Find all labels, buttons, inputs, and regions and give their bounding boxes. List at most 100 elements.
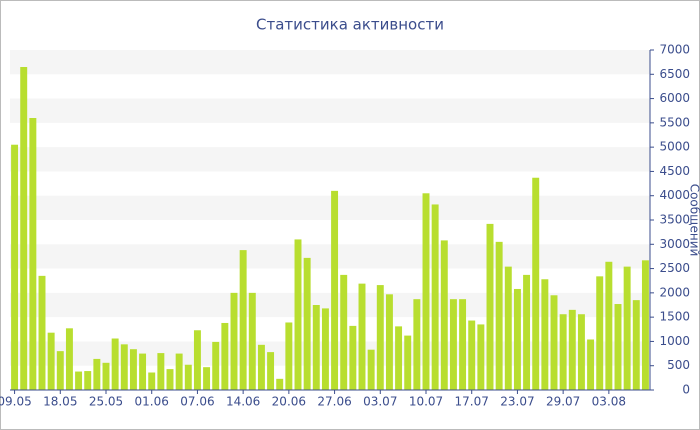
bar	[29, 118, 37, 390]
x-tick-label: 27.06	[317, 395, 351, 409]
bar	[367, 349, 375, 390]
bar	[422, 193, 430, 390]
bar	[148, 372, 156, 390]
y-tick-label: 6000	[659, 91, 690, 105]
bar	[11, 144, 19, 390]
x-tick-label: 03.07	[363, 395, 397, 409]
x-tick-label: 20.06	[272, 395, 306, 409]
bar	[230, 292, 238, 390]
bar	[212, 341, 220, 390]
bar	[321, 308, 329, 390]
y-tick-label: 5500	[659, 115, 690, 129]
x-tick-label: 18.05	[43, 395, 77, 409]
bar	[395, 326, 403, 390]
y-tick-label: 4500	[659, 164, 690, 178]
bar	[641, 260, 649, 390]
y-tick-label: 1500	[659, 310, 690, 324]
bar	[587, 339, 595, 390]
bar	[93, 358, 101, 390]
grid-band	[10, 147, 650, 172]
bar	[449, 299, 457, 390]
bar	[577, 314, 585, 390]
y-axis-label: Сообщений	[688, 184, 700, 257]
y-tick-label: 3500	[659, 213, 690, 227]
x-tick-label: 03.08	[592, 395, 626, 409]
grid-band	[10, 244, 650, 269]
bar	[166, 369, 174, 390]
bar	[495, 241, 503, 390]
x-tick-label: 25.05	[89, 395, 123, 409]
y-tick-label: 1000	[659, 334, 690, 348]
grid-band	[10, 195, 650, 220]
x-tick-label: 23.07	[500, 395, 534, 409]
bar	[504, 266, 512, 390]
bar	[248, 292, 256, 390]
y-tick-label: 3000	[659, 237, 690, 251]
bar	[623, 266, 631, 390]
bar	[550, 295, 558, 390]
bar	[84, 371, 92, 390]
bar	[20, 67, 28, 390]
y-tick-label: 4000	[659, 188, 690, 202]
bar	[157, 353, 165, 390]
bar	[75, 371, 83, 390]
y-tick-label: 2000	[659, 285, 690, 299]
bar	[358, 283, 366, 390]
bar	[459, 299, 467, 390]
bar	[312, 305, 320, 390]
bar	[632, 300, 640, 390]
bar	[303, 257, 311, 390]
bar	[349, 325, 357, 390]
grid-band	[10, 98, 650, 123]
bar	[468, 320, 476, 390]
chart-title: Статистика активности	[256, 16, 444, 34]
y-tick-label: 2500	[659, 261, 690, 275]
bar	[38, 275, 46, 390]
x-tick-label: 07.06	[180, 395, 214, 409]
x-tick-label: 29.07	[546, 395, 580, 409]
bar	[532, 177, 540, 390]
x-tick-label: 17.07	[455, 395, 489, 409]
bar	[184, 364, 192, 390]
bar	[404, 335, 412, 390]
bar	[239, 250, 247, 390]
bar	[477, 324, 485, 390]
bar	[193, 330, 201, 390]
bar	[440, 240, 448, 390]
bar	[257, 344, 265, 390]
bar	[276, 378, 284, 390]
bar	[523, 274, 531, 390]
bar	[120, 344, 128, 390]
bar	[221, 322, 229, 390]
bar	[605, 261, 613, 390]
bar	[56, 351, 64, 390]
bar	[596, 276, 604, 390]
bar	[559, 314, 567, 390]
bar	[175, 353, 183, 390]
bar	[541, 279, 549, 390]
x-tick-label: 10.07	[409, 395, 443, 409]
bar	[102, 362, 110, 390]
bar	[614, 304, 622, 390]
bar	[65, 328, 73, 390]
bar	[513, 288, 521, 390]
y-tick-label: 7000	[659, 43, 690, 57]
bar	[294, 239, 302, 390]
grid-band	[10, 50, 650, 75]
x-tick-label: 14.06	[226, 395, 260, 409]
bar	[413, 299, 421, 390]
bar	[385, 294, 393, 390]
bar	[267, 352, 275, 390]
bar	[203, 367, 211, 390]
bar	[486, 223, 494, 390]
bar	[568, 309, 576, 390]
y-tick-label: 5000	[659, 140, 690, 154]
bar	[376, 285, 384, 390]
y-tick-label: 0	[682, 383, 690, 397]
bar	[129, 349, 137, 390]
y-tick-label: 500	[667, 358, 690, 372]
bar	[285, 322, 293, 390]
x-tick-label: 01.06	[135, 395, 169, 409]
x-tick-label: 09.05	[0, 395, 32, 409]
